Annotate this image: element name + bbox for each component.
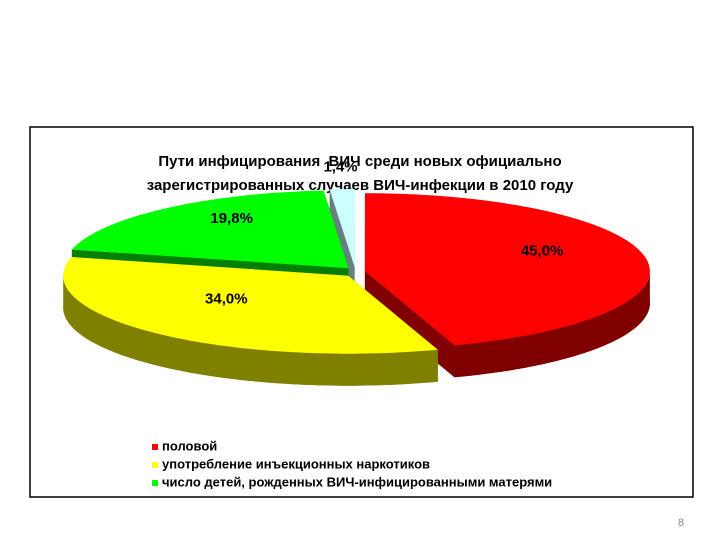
slice-wall — [63, 275, 438, 386]
value-label: 19,8% — [210, 210, 253, 227]
slice — [364, 193, 650, 346]
legend-label: число детей, рожденных ВИЧ-инфицированны… — [162, 474, 552, 489]
pie — [63, 189, 650, 386]
slice — [329, 189, 355, 267]
chart-title: зарегистрированных случаев ВИЧ-инфекции … — [147, 177, 574, 194]
slice-wall — [454, 271, 650, 378]
value-label: 1,4% — [323, 159, 357, 176]
chart-title: Пути инфицирования ВИЧ среди новых офици… — [158, 153, 561, 170]
legend-label: половой — [162, 438, 217, 453]
legend-swatch — [152, 480, 158, 486]
slide-number: 8 — [678, 517, 684, 529]
slice — [71, 190, 349, 269]
legend-swatch — [152, 462, 158, 468]
slice — [63, 257, 438, 354]
legend-swatch — [152, 444, 158, 450]
value-label: 34,0% — [205, 291, 248, 308]
value-label: 45,0% — [521, 242, 564, 259]
legend-label: употребление инъекционных наркотиков — [162, 456, 430, 471]
